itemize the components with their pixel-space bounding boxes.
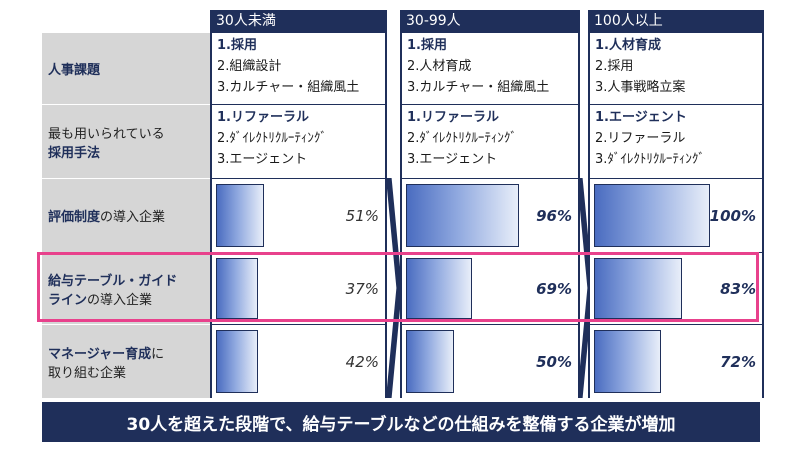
bar	[216, 258, 258, 319]
method-item: 2.ﾀﾞｲﾚｸﾄﾘｸﾙｰﾃｨﾝｸﾞ	[407, 131, 517, 146]
row-label-text: 給与テーブル・ガイド	[48, 273, 178, 289]
bar-cell: 50%	[402, 324, 578, 398]
bar-cell: 100%	[590, 178, 762, 252]
bar-cell: 51%	[212, 178, 385, 252]
issue-item: 2.採用	[595, 59, 634, 74]
method-item: 3.エージェント	[407, 152, 498, 167]
percent-label: 50%	[536, 352, 572, 371]
row-label-pay-table: 給与テーブル・ガイド ラインの導入企業	[42, 252, 210, 324]
row-label-eval: 評価制度の導入企業	[42, 178, 210, 252]
bar	[594, 258, 683, 319]
percent-label: 37%	[345, 279, 379, 298]
issue-item: 3.カルチャー・組織風土	[407, 80, 550, 95]
row-label-text: ライン	[48, 292, 88, 308]
percent-label: 51%	[345, 206, 379, 225]
method-item: 2.ﾀﾞｲﾚｸﾄﾘｸﾙｰﾃｨﾝｸﾞ	[217, 131, 327, 146]
method-item: 2.リファーラル	[595, 131, 686, 146]
bar	[216, 330, 258, 393]
bar-cell: 69%	[402, 252, 578, 324]
bar	[216, 184, 265, 247]
bar	[406, 184, 520, 247]
percent-label: 69%	[536, 279, 572, 298]
methods-cell: 1.リファーラル 2.ﾀﾞｲﾚｸﾄﾘｸﾙｰﾃｨﾝｸﾞ 3.エージェント	[212, 104, 385, 178]
percent-label: 83%	[720, 279, 756, 298]
percent-label: 100%	[709, 206, 756, 225]
bar-cell: 42%	[212, 324, 385, 398]
issue-item: 1.人材育成	[595, 38, 661, 53]
issue-item: 2.人材育成	[407, 59, 472, 74]
bar-cell: 96%	[402, 178, 578, 252]
issue-item: 1.採用	[217, 38, 257, 53]
row-label-text: の導入企業	[87, 292, 153, 308]
issues-cell: 1.採用 2.人材育成 3.カルチャー・組織風土	[402, 32, 578, 104]
row-label-text: 取り組む企業	[48, 365, 127, 381]
issues-cell: 1.人材育成 2.採用 3.人事戦略立案	[590, 32, 762, 104]
highlight-box	[37, 252, 759, 322]
issue-item: 3.人事戦略立案	[595, 80, 686, 95]
method-item: 3.ﾀﾞｲﾚｸﾄﾘｸﾙｰﾃｨﾝｸﾞ	[595, 152, 705, 167]
row-label-text: 採用手法	[48, 145, 101, 161]
column-header: 30-99人	[406, 13, 461, 29]
bar-cell: 37%	[212, 252, 385, 324]
issues-cell: 1.採用 2.組織設計 3.カルチャー・組織風土	[212, 32, 385, 104]
percent-label: 96%	[536, 206, 572, 225]
column-header: 100人以上	[594, 13, 663, 29]
methods-cell: 1.エージェント 2.リファーラル 3.ﾀﾞｲﾚｸﾄﾘｸﾙｰﾃｨﾝｸﾞ	[590, 104, 762, 178]
method-item: 1.リファーラル	[217, 110, 309, 125]
bar	[594, 184, 710, 247]
percent-label: 72%	[720, 352, 756, 371]
bar	[594, 330, 661, 393]
methods-cell: 1.リファーラル 2.ﾀﾞｲﾚｸﾄﾘｸﾙｰﾃｨﾝｸﾞ 3.エージェント	[402, 104, 578, 178]
method-item: 3.エージェント	[217, 152, 308, 167]
bar	[406, 330, 455, 393]
row-label-text: マネージャー育成	[48, 346, 152, 362]
issue-item: 2.組織設計	[217, 59, 282, 74]
bar-cell: 83%	[590, 252, 762, 324]
bar	[406, 258, 472, 319]
conclusion-banner: 30人を超えた段階で、給与テーブルなどの仕組みを整備する企業が増加	[42, 402, 760, 442]
method-item: 1.エージェント	[595, 110, 687, 125]
issue-item: 3.カルチャー・組織風土	[217, 80, 360, 95]
method-item: 1.リファーラル	[407, 110, 499, 125]
row-label-methods: 最も用いられている 採用手法	[42, 104, 210, 178]
row-label-text: 人事課題	[48, 63, 101, 78]
percent-label: 42%	[345, 352, 379, 371]
row-label-text: に	[151, 346, 165, 362]
issue-item: 1.採用	[407, 38, 447, 53]
row-label-manager: マネージャー育成に 取り組む企業	[42, 324, 210, 398]
row-label-text: 最も用いられている	[48, 126, 165, 142]
row-label-issues: 人事課題	[42, 32, 210, 104]
row-label-text: 評価制度	[48, 210, 101, 225]
column-header: 30人未満	[216, 13, 276, 29]
bar-cell: 72%	[590, 324, 762, 398]
row-label-text: の導入企業	[100, 210, 166, 225]
